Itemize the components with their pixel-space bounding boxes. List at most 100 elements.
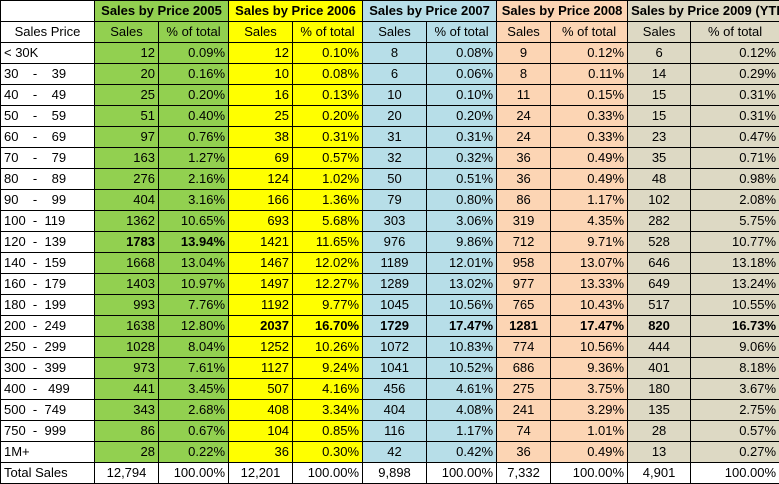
sales-cell-2009: 517 <box>628 295 691 316</box>
sales-cell-2006: 2037 <box>229 316 293 337</box>
sales-cell-2005: 1028 <box>95 337 159 358</box>
pct-cell-2005: 8.04% <box>159 337 229 358</box>
pct-cell-2009: 0.29% <box>691 64 779 85</box>
pct-cell-2009: 0.57% <box>691 421 779 442</box>
header-2008: Sales by Price 2008 <box>497 1 628 22</box>
sales-cell-2006: 10 <box>229 64 293 85</box>
pct-cell-2009: 0.27% <box>691 442 779 463</box>
pct-cell-2005: 0.09% <box>159 43 229 64</box>
sales-cell-2009: 649 <box>628 274 691 295</box>
sales-cell-2008: 1281 <box>497 316 551 337</box>
sales-cell-2008: 8 <box>497 64 551 85</box>
sales-cell-2009: 35 <box>628 148 691 169</box>
sales-cell-2008: 241 <box>497 400 551 421</box>
sales-cell-2007: 1041 <box>363 358 427 379</box>
year-header-row: Sales by Price 2005 Sales by Price 2006 … <box>1 1 779 22</box>
header-2007: Sales by Price 2007 <box>363 1 497 22</box>
sales-cell-2008: 74 <box>497 421 551 442</box>
sales-cell-2009: 15 <box>628 106 691 127</box>
price-range-label: 60 - 69 <box>1 127 95 148</box>
sales-cell-2009: 444 <box>628 337 691 358</box>
pct-cell-2005: 0.16% <box>159 64 229 85</box>
price-range-label: 160 - 179 <box>1 274 95 295</box>
pct-cell-2005: 0.40% <box>159 106 229 127</box>
pct-cell-2006: 0.57% <box>293 148 363 169</box>
pct-cell-2008: 0.49% <box>551 148 628 169</box>
sales-cell-2008: 9 <box>497 43 551 64</box>
sales-cell-2008: 86 <box>497 190 551 211</box>
sales-cell-2005: 404 <box>95 190 159 211</box>
total-pct-2008: 100.00% <box>551 463 628 484</box>
sales-header: Sales <box>95 22 159 43</box>
sales-cell-2006: 36 <box>229 442 293 463</box>
sales-cell-2006: 69 <box>229 148 293 169</box>
sales-cell-2009: 48 <box>628 169 691 190</box>
pct-cell-2009: 16.73% <box>691 316 779 337</box>
pct-cell-2007: 17.47% <box>427 316 497 337</box>
pct-cell-2008: 0.33% <box>551 106 628 127</box>
price-range-label: 500 - 749 <box>1 400 95 421</box>
pct-cell-2008: 9.36% <box>551 358 628 379</box>
sales-cell-2005: 1638 <box>95 316 159 337</box>
pct-cell-2006: 0.20% <box>293 106 363 127</box>
price-range-label: 400 - 499 <box>1 379 95 400</box>
pct-cell-2009: 0.47% <box>691 127 779 148</box>
pct-cell-2005: 7.61% <box>159 358 229 379</box>
price-range-label: 90 - 99 <box>1 190 95 211</box>
pct-cell-2007: 10.56% <box>427 295 497 316</box>
sales-cell-2009: 180 <box>628 379 691 400</box>
price-range-label: 180 - 199 <box>1 295 95 316</box>
sales-cell-2007: 1289 <box>363 274 427 295</box>
pct-cell-2008: 0.12% <box>551 43 628 64</box>
sales-cell-2009: 135 <box>628 400 691 421</box>
pct-cell-2006: 0.30% <box>293 442 363 463</box>
sales-cell-2007: 20 <box>363 106 427 127</box>
sales-cell-2008: 977 <box>497 274 551 295</box>
pct-cell-2006: 10.26% <box>293 337 363 358</box>
pct-cell-2007: 0.31% <box>427 127 497 148</box>
sales-cell-2009: 28 <box>628 421 691 442</box>
header-2006: Sales by Price 2006 <box>229 1 363 22</box>
pct-cell-2009: 9.06% <box>691 337 779 358</box>
pct-cell-2007: 10.83% <box>427 337 497 358</box>
sales-cell-2006: 25 <box>229 106 293 127</box>
pct-cell-2005: 2.16% <box>159 169 229 190</box>
pct-cell-2009: 0.98% <box>691 169 779 190</box>
total-sales-2005: 12,794 <box>95 463 159 484</box>
sales-cell-2006: 104 <box>229 421 293 442</box>
sales-cell-2008: 275 <box>497 379 551 400</box>
sales-cell-2009: 13 <box>628 442 691 463</box>
column-header-row: Sales Price Sales % of total Sales % of … <box>1 22 779 43</box>
sales-cell-2006: 1467 <box>229 253 293 274</box>
sales-header: Sales <box>363 22 427 43</box>
pct-cell-2009: 13.18% <box>691 253 779 274</box>
pct-cell-2005: 0.76% <box>159 127 229 148</box>
price-range-label: 80 - 89 <box>1 169 95 190</box>
sales-cell-2008: 36 <box>497 169 551 190</box>
sales-cell-2007: 32 <box>363 148 427 169</box>
pct-cell-2008: 4.35% <box>551 211 628 232</box>
pct-cell-2007: 3.06% <box>427 211 497 232</box>
price-range-label: 40 - 49 <box>1 85 95 106</box>
sales-cell-2006: 1192 <box>229 295 293 316</box>
pct-cell-2007: 10.52% <box>427 358 497 379</box>
sales-cell-2006: 1252 <box>229 337 293 358</box>
pct-cell-2006: 9.77% <box>293 295 363 316</box>
pct-cell-2005: 0.20% <box>159 85 229 106</box>
sales-cell-2007: 1045 <box>363 295 427 316</box>
pct-cell-2006: 0.85% <box>293 421 363 442</box>
